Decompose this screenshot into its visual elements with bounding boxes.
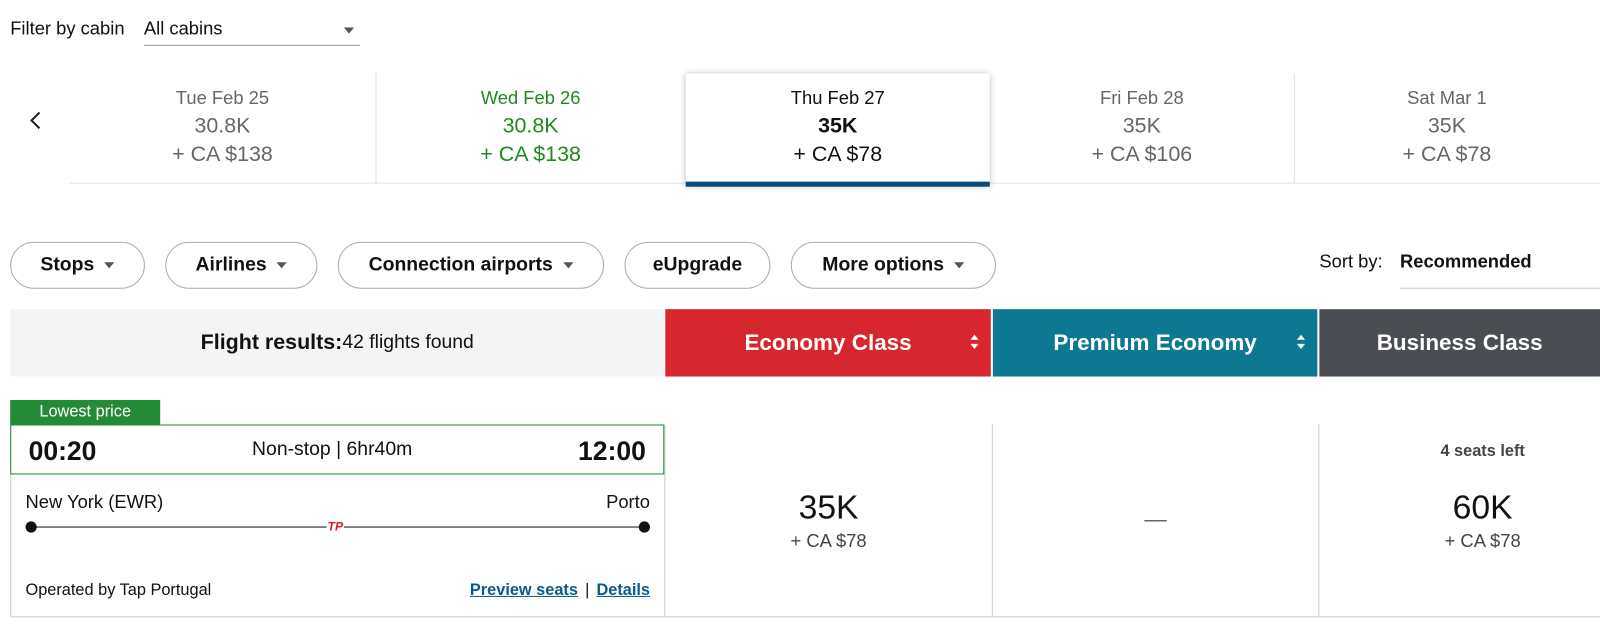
- filter-text: Airlines: [195, 254, 267, 276]
- fare-cell[interactable]: 4 seats left 60K + CA $78: [1319, 424, 1600, 616]
- cabin-value: All cabins: [143, 18, 223, 39]
- preview-seats-link[interactable]: Preview seats: [469, 581, 578, 599]
- date-points: 30.8K: [502, 114, 559, 138]
- sort-icon: [1296, 334, 1306, 353]
- divider: [664, 424, 666, 617]
- cabin-select[interactable]: All cabins: [143, 18, 361, 46]
- date-day: Tue Feb 25: [175, 87, 270, 109]
- fare-cell[interactable]: 35K + CA $78: [665, 424, 992, 616]
- arrive-time: 12:00: [578, 435, 646, 467]
- date-day: Fri Feb 28: [1099, 87, 1184, 109]
- cabin-name: Business Class: [1376, 329, 1543, 356]
- operator: Operated by Tap Portugal: [25, 581, 212, 599]
- fare-points: 60K: [1452, 487, 1513, 526]
- depart-time: 00:20: [28, 435, 97, 467]
- date-cell[interactable]: Fri Feb 28 35K + CA $106: [990, 73, 1295, 183]
- date-cell[interactable]: Thu Feb 27 35K + CA $78: [685, 73, 990, 187]
- airline-logo: TP: [326, 519, 345, 534]
- filter-label: Filter by cabin: [10, 18, 125, 39]
- cabin-header[interactable]: Premium Economy: [992, 309, 1318, 377]
- cabin-header[interactable]: Economy Class: [665, 309, 991, 377]
- filter-button[interactable]: Stops: [10, 241, 145, 289]
- fare-unavailable: —: [1144, 506, 1167, 532]
- filter-text: Stops: [40, 254, 95, 276]
- filter-text: More options: [822, 254, 945, 276]
- destination: Porto: [606, 491, 650, 513]
- filter-text: eUpgrade: [652, 254, 743, 276]
- sort-label: Sort by:: [1319, 251, 1383, 272]
- dropdown-caret: [343, 27, 355, 34]
- filter-text: Connection airports: [368, 254, 553, 276]
- date-cash: + CA $78: [793, 142, 883, 167]
- dropdown-caret: [954, 262, 965, 269]
- fare-cell: —: [993, 424, 1319, 616]
- dropdown-caret: [276, 262, 288, 269]
- time-box: 00:20 Non-stop | 6hr40m 12:00: [10, 424, 665, 475]
- fare-cash: + CA $78: [790, 530, 867, 552]
- divider: [10, 424, 12, 617]
- dropdown-caret: [104, 262, 115, 269]
- date-points: 35K: [818, 114, 858, 138]
- date-points: 35K: [1427, 114, 1466, 138]
- divider: [1318, 424, 1320, 617]
- date-points: 30.8K: [194, 114, 251, 138]
- prev-arrow[interactable]: [30, 111, 48, 130]
- details-link[interactable]: Details: [596, 581, 650, 599]
- fare-cash: + CA $78: [1444, 530, 1521, 552]
- origin: New York (EWR): [25, 491, 164, 513]
- route-dot: [25, 521, 37, 533]
- date-day: Wed Feb 26: [480, 87, 581, 109]
- date-cell[interactable]: Tue Feb 25 30.8K + CA $138: [69, 73, 377, 183]
- fare-points: 35K: [798, 487, 859, 526]
- date-day: Thu Feb 27: [790, 87, 885, 109]
- links: Preview seats | Details: [470, 582, 650, 600]
- date-cash: + CA $106: [1091, 142, 1193, 167]
- results-header: Flight results: 42 flights found: [10, 309, 665, 377]
- seats-left: 4 seats left: [1440, 442, 1525, 461]
- date-cash: + CA $138: [172, 142, 273, 167]
- date-cell[interactable]: Wed Feb 26 30.8K + CA $138: [376, 73, 687, 183]
- results-title: Flight results:: [200, 330, 343, 355]
- sort-select[interactable]: Recommended: [1399, 251, 1600, 289]
- date-strip: Tue Feb 25 30.8K + CA $138 Wed Feb 26 30.8K…: [69, 73, 1600, 187]
- date-cell[interactable]: Sat Mar 1 35K + CA $78: [1294, 73, 1600, 182]
- filter-button[interactable]: Airlines: [165, 241, 318, 289]
- cabin-header[interactable]: Business Class: [1319, 309, 1600, 377]
- lowest-badge: Lowest price: [10, 399, 161, 425]
- separator: |: [585, 581, 590, 599]
- results-count: 42 flights found: [342, 331, 474, 354]
- cabin-name: Economy Class: [744, 329, 912, 356]
- date-day: Sat Mar 1: [1407, 87, 1487, 109]
- date-points: 35K: [1122, 114, 1161, 138]
- date-cash: + CA $138: [480, 142, 581, 167]
- filter-button[interactable]: More options: [790, 241, 996, 289]
- filter-button[interactable]: Connection airports: [337, 241, 605, 289]
- flight-row: [10, 424, 1600, 618]
- divider: [991, 424, 993, 617]
- date-cash: + CA $78: [1402, 142, 1492, 167]
- dropdown-caret: [563, 262, 574, 269]
- flight-info: Non-stop | 6hr40m: [252, 438, 413, 461]
- route-dot: [638, 521, 650, 533]
- cabin-name: Premium Economy: [1053, 329, 1257, 356]
- sort-icon: [970, 334, 979, 353]
- filter-button[interactable]: eUpgrade: [624, 241, 771, 289]
